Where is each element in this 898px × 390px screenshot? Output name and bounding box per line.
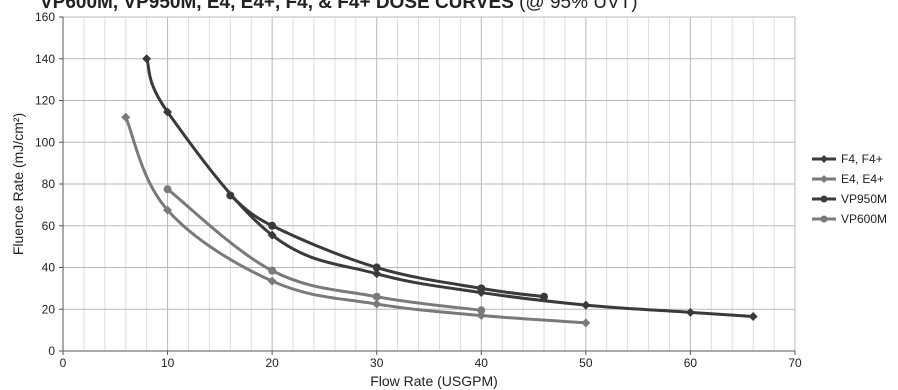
- y-axis-label: Fluence Rate (mJ/cm²): [10, 113, 26, 255]
- y-tick-label: 120: [35, 94, 55, 108]
- chart-title-main: VP600M, VP950M, E4, E4+, F4, & F4+ DOSE …: [40, 0, 514, 13]
- data-point-e4-e4: [267, 276, 277, 286]
- legend-marker-e4-e4: [820, 175, 828, 183]
- legend-label-f4-f4: F4, F4+: [841, 152, 883, 166]
- x-tick-label: 70: [788, 356, 802, 370]
- data-point-f4-f4: [685, 307, 695, 317]
- y-tick-label: 20: [42, 302, 56, 316]
- x-tick-label: 20: [265, 356, 279, 370]
- legend-marker-vp950m: [820, 195, 828, 203]
- data-point-vp600m: [268, 266, 277, 275]
- legend-label-e4-e4: E4, E4+: [841, 172, 884, 186]
- data-point-vp600m: [163, 185, 172, 194]
- x-tick-label: 60: [684, 356, 698, 370]
- y-tick-label: 140: [35, 52, 55, 66]
- data-point-vp950m: [268, 221, 277, 230]
- data-point-f4-f4: [372, 269, 382, 279]
- y-tick-label: 0: [48, 344, 55, 358]
- x-tick-label: 30: [370, 356, 384, 370]
- y-tick-label: 80: [42, 177, 56, 191]
- data-point-f4-f4: [267, 230, 277, 240]
- x-tick-label: 50: [579, 356, 593, 370]
- data-point-vp950m: [372, 263, 381, 272]
- legend-label-vp600m: VP600M: [841, 212, 887, 226]
- x-tick-label: 0: [60, 356, 67, 370]
- data-point-vp950m: [477, 284, 486, 293]
- y-tick-label: 160: [35, 10, 55, 24]
- data-point-f4-f4: [581, 300, 591, 310]
- y-tick-label: 100: [35, 135, 55, 149]
- y-tick-label: 60: [42, 219, 56, 233]
- series-line-f4-f4: [145, 57, 755, 319]
- data-point-vp950m: [540, 292, 549, 301]
- x-tick-label: 40: [475, 356, 489, 370]
- chart-title: VP600M, VP950M, E4, E4+, F4, & F4+ DOSE …: [40, 0, 880, 14]
- data-point-e4-e4: [581, 318, 591, 328]
- data-point-f4-f4: [748, 312, 758, 322]
- chart-title-subtitle: (@ 95% UVT): [519, 0, 638, 13]
- x-axis-label: Flow Rate (USGPM): [370, 373, 498, 389]
- series-line-vp600m: [166, 187, 483, 312]
- legend-marker-f4-f4: [820, 155, 828, 163]
- y-tick-label: 40: [42, 261, 56, 275]
- data-point-e4-e4: [163, 205, 173, 215]
- legend-label-vp950m: VP950M: [841, 192, 887, 206]
- data-point-f4-f4: [163, 107, 173, 117]
- data-point-e4-e4: [372, 299, 382, 309]
- data-point-vp600m: [477, 306, 486, 315]
- legend-marker-vp600m: [820, 215, 828, 223]
- data-point-f4-f4: [142, 54, 152, 64]
- data-point-e4-e4: [121, 112, 131, 122]
- series-line-e4-e4: [124, 115, 588, 325]
- data-point-vp950m: [226, 191, 235, 200]
- data-point-vp600m: [372, 292, 381, 301]
- x-tick-label: 10: [161, 356, 175, 370]
